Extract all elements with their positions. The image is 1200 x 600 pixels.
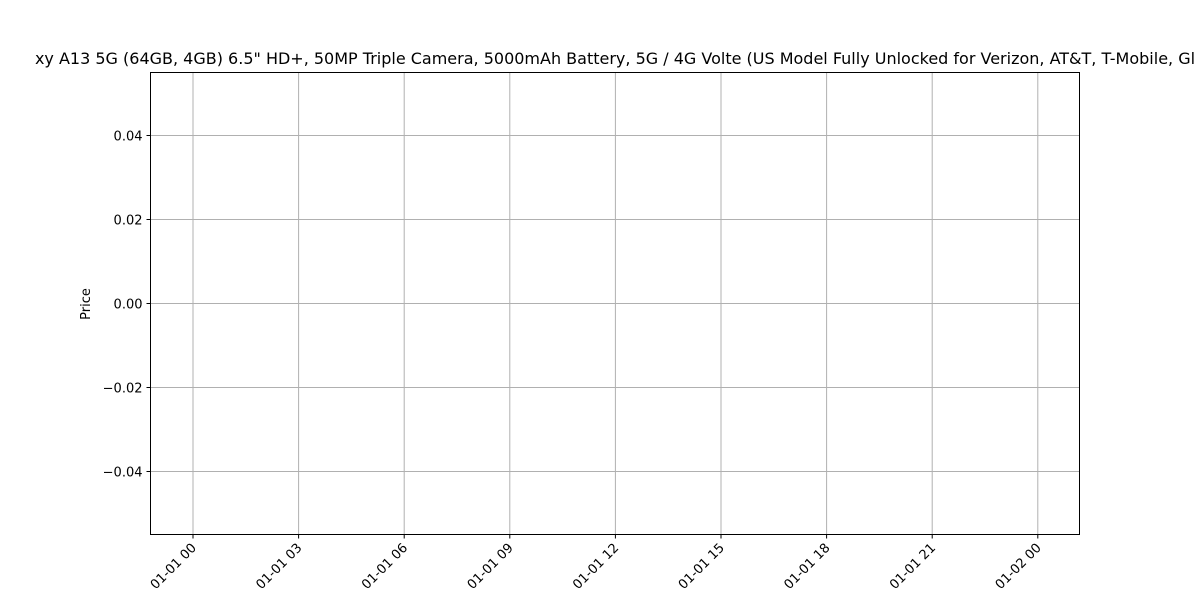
y-axis-label: Price bbox=[79, 288, 94, 320]
y-tick-label: −0.04 bbox=[103, 466, 143, 481]
y-tick-label: −0.02 bbox=[103, 382, 143, 397]
y-tick-label: 0.00 bbox=[114, 298, 143, 313]
y-tick-label: 0.04 bbox=[114, 130, 143, 145]
y-grid bbox=[150, 135, 1080, 472]
chart-title: xy A13 5G (64GB, 4GB) 6.5" HD+, 50MP Tri… bbox=[35, 49, 1195, 68]
y-axis-ticks: 0.04 0.02 0.00 −0.02 −0.04 bbox=[103, 130, 151, 481]
y-tick-label: 0.02 bbox=[114, 214, 143, 229]
